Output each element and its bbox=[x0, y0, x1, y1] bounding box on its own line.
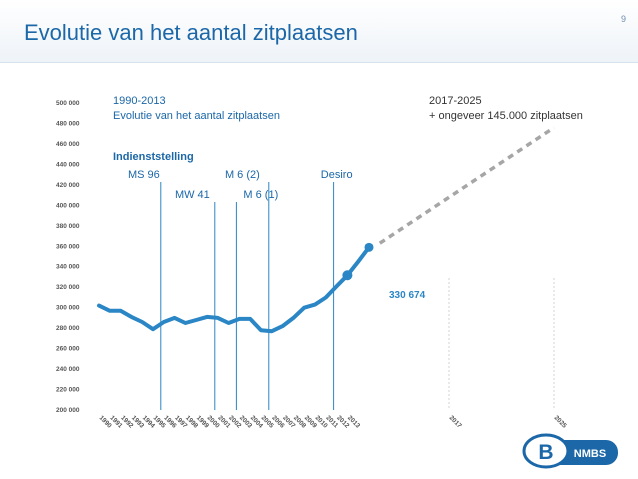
y-tick-label: 460 000 bbox=[56, 141, 80, 148]
milestone-lines: MS 96 MW 41 M 6 (1) M 6 (2) Desiro bbox=[128, 169, 353, 410]
y-tick-label: 480 000 bbox=[56, 120, 80, 127]
highlight-value-label: 330 674 bbox=[389, 290, 426, 301]
series-group bbox=[97, 126, 555, 334]
nmbs-logo: B NMBS bbox=[522, 433, 618, 469]
y-tick-label: 260 000 bbox=[56, 346, 80, 353]
milestone-label: M 6 (1) bbox=[243, 189, 278, 201]
page-number: 9 bbox=[620, 14, 626, 24]
y-tick-label: 440 000 bbox=[56, 161, 80, 168]
y-tick-label: 360 000 bbox=[56, 243, 80, 250]
y-tick-label: 420 000 bbox=[56, 182, 80, 189]
projection-dashed-line bbox=[378, 126, 555, 245]
y-tick-label: 400 000 bbox=[56, 202, 80, 209]
logo-letter: B bbox=[538, 441, 553, 464]
series-end-point bbox=[364, 242, 374, 252]
seat-count-line bbox=[97, 245, 371, 334]
x-axis-ticks: 1990199119921993199419951996199719981999… bbox=[98, 278, 568, 430]
y-tick-label: 500 000 bbox=[56, 100, 80, 107]
highlight-point bbox=[342, 270, 353, 281]
y-tick-label: 300 000 bbox=[56, 305, 80, 312]
logo-text: NMBS bbox=[574, 448, 606, 460]
period-right-line1: 2017-2025 bbox=[429, 95, 482, 107]
milestone-label: Desiro bbox=[321, 169, 353, 181]
y-tick-label: 320 000 bbox=[56, 284, 80, 291]
y-tick-label: 240 000 bbox=[56, 366, 80, 373]
x-tick-label: 2017 bbox=[448, 414, 463, 429]
period-left-line2: Evolutie van het aantal zitplaatsen bbox=[113, 110, 280, 122]
indienststelling-label: Indienststelling bbox=[113, 151, 194, 163]
slide-title: Evolutie van het aantal zitplaatsen bbox=[24, 20, 358, 45]
y-tick-label: 380 000 bbox=[56, 223, 80, 230]
x-tick-label: 2025 bbox=[553, 414, 568, 429]
y-tick-label: 340 000 bbox=[56, 264, 80, 271]
period-left-line1: 1990-2013 bbox=[113, 95, 166, 107]
milestone-label: M 6 (2) bbox=[225, 169, 260, 181]
header-band bbox=[0, 0, 638, 63]
y-axis-ticks: 200 000 220 000 240 000 260 000 280 000 300 0… bbox=[56, 100, 80, 414]
milestone-label: MS 96 bbox=[128, 169, 160, 181]
y-tick-label: 200 000 bbox=[56, 407, 80, 414]
y-tick-label: 220 000 bbox=[56, 387, 80, 394]
period-right-line2: + ongeveer 145.000 zitplaatsen bbox=[429, 110, 583, 122]
milestone-label: MW 41 bbox=[175, 189, 210, 201]
y-tick-label: 280 000 bbox=[56, 325, 80, 332]
